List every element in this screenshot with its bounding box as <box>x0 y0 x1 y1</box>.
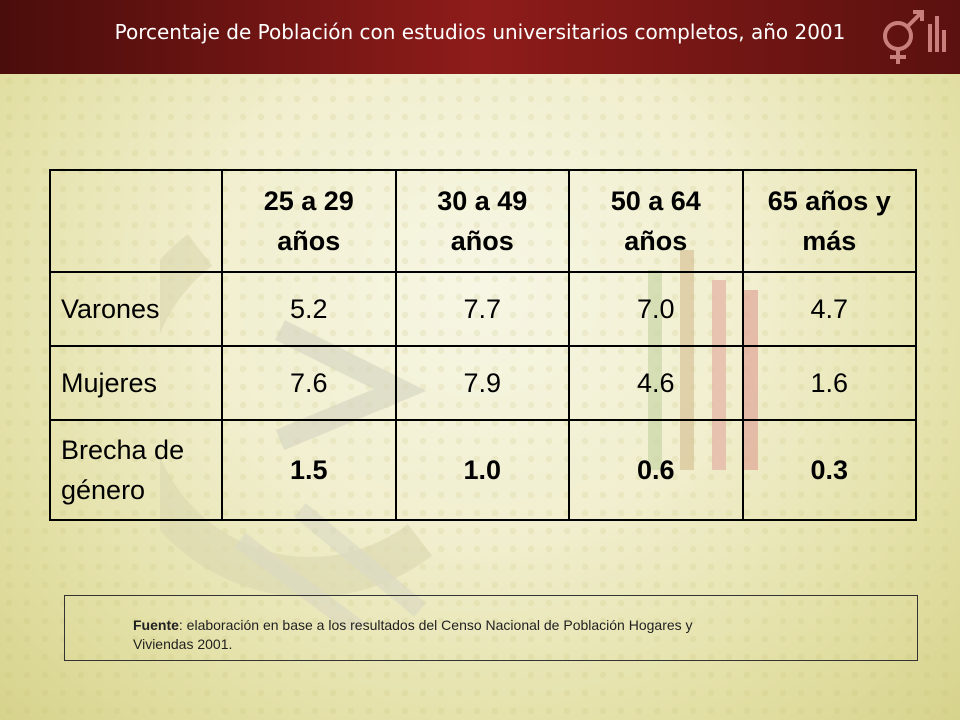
table-cell: 0.3 <box>741 419 917 521</box>
header-bar: Porcentaje de Población con estudios uni… <box>0 0 960 74</box>
data-table: 25 a 29 años 30 a 49 años 50 a 64 años 6… <box>49 169 917 521</box>
source-box: Fuente: elaboración en base a los result… <box>64 595 918 661</box>
source-text: : elaboración en base a los resultados d… <box>133 617 693 652</box>
table-row: Mujeres 7.6 7.9 4.6 1.6 <box>49 345 917 421</box>
table-cell: 7.6 <box>221 345 397 421</box>
header-cell: 65 años y más <box>741 169 917 273</box>
header-cell: 30 a 49 años <box>394 169 570 273</box>
source-note: Fuente: elaboración en base a los result… <box>133 616 733 654</box>
table-cell: 1.0 <box>394 419 570 521</box>
page-title: Porcentaje de Población con estudios uni… <box>114 20 846 44</box>
table-cell: 7.0 <box>568 271 744 347</box>
table-cell: 7.9 <box>394 345 570 421</box>
table-cell: 4.7 <box>741 271 917 347</box>
table-cell: 4.6 <box>568 345 744 421</box>
table-cell: 7.7 <box>394 271 570 347</box>
row-label: Mujeres <box>49 345 223 421</box>
table-row: Brecha de género 1.5 1.0 0.6 0.3 <box>49 419 917 521</box>
table-cell: 5.2 <box>221 271 397 347</box>
table-cell: 1.6 <box>741 345 917 421</box>
source-label: Fuente <box>133 617 179 633</box>
header-cell: 25 a 29 años <box>221 169 397 273</box>
row-label: Varones <box>49 271 223 347</box>
row-label: Brecha de género <box>49 419 223 521</box>
header-cell: 50 a 64 años <box>568 169 744 273</box>
gender-symbol-logo-icon <box>883 10 946 64</box>
table-cell: 0.6 <box>568 419 744 521</box>
table-header-row: 25 a 29 años 30 a 49 años 50 a 64 años 6… <box>49 169 917 273</box>
table-cell: 1.5 <box>221 419 397 521</box>
header-cell-empty <box>49 169 223 273</box>
table-row: Varones 5.2 7.7 7.0 4.7 <box>49 271 917 347</box>
